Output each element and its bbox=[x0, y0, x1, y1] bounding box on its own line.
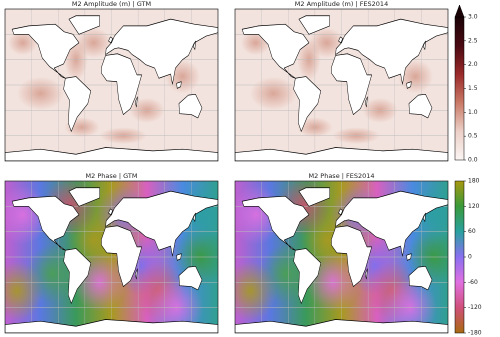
land bbox=[235, 187, 448, 333]
panel-title: M2 Amplitude (m) | FES2014 bbox=[295, 0, 388, 8]
colorbar bbox=[454, 16, 465, 161]
colorbar-tick-label: 120 bbox=[468, 203, 480, 210]
colorbar-tick-label: 3.0 bbox=[468, 14, 478, 21]
land bbox=[235, 15, 448, 161]
panel-title: M2 Amplitude (m) | GTM bbox=[72, 0, 151, 8]
colorbar-tick-label: 0.5 bbox=[468, 133, 478, 140]
colorbar-tick-label: 1.5 bbox=[468, 85, 478, 92]
amplitude-patch bbox=[249, 76, 298, 111]
map bbox=[5, 9, 218, 161]
colorbar-tick-label: 2.5 bbox=[468, 37, 478, 44]
map-frame bbox=[4, 180, 219, 334]
panel-title: M2 Phase | GTM bbox=[86, 172, 138, 180]
colorbar bbox=[454, 180, 465, 334]
colorbar-tick-label: 0.0 bbox=[468, 157, 478, 164]
map-frame bbox=[234, 8, 449, 162]
colorbar-tick-label: 2.0 bbox=[468, 61, 478, 68]
colorbar-extend bbox=[454, 4, 465, 18]
land bbox=[5, 15, 218, 161]
panel-title: M2 Phase | FES2014 bbox=[308, 172, 374, 180]
map-frame bbox=[234, 180, 449, 334]
amplitude-patch bbox=[16, 76, 65, 111]
map-frame bbox=[4, 8, 219, 162]
phase-patch bbox=[149, 278, 204, 333]
colorbar-tick-label: 60 bbox=[468, 228, 476, 235]
colorbar-tick-label: -120 bbox=[468, 304, 482, 311]
colorbar-tick-label: -180 bbox=[468, 330, 482, 337]
map bbox=[235, 181, 448, 333]
colorbar-tick-label: -60 bbox=[468, 279, 478, 286]
colorbar-tick-label: 1.0 bbox=[468, 109, 478, 116]
amplitude-patch bbox=[7, 30, 38, 56]
map bbox=[5, 181, 218, 333]
map bbox=[235, 9, 448, 161]
land bbox=[5, 187, 218, 333]
phase-patch bbox=[5, 261, 44, 321]
colorbar-tick-label: 180 bbox=[468, 178, 480, 185]
colorbar-tick-label: 0 bbox=[468, 254, 472, 261]
phase-patch bbox=[383, 278, 437, 333]
phase-patch bbox=[235, 261, 278, 321]
